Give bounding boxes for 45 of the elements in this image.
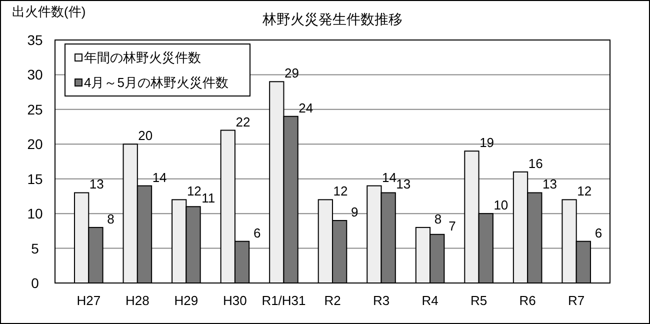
y-tick-label: 10 — [27, 206, 43, 222]
data-label: 16 — [528, 156, 543, 171]
data-label: 13 — [542, 176, 557, 192]
data-label: 8 — [434, 211, 442, 226]
y-tick-label: 35 — [27, 32, 43, 48]
data-label: 12 — [577, 184, 592, 199]
data-label: 6 — [594, 225, 602, 240]
x-tick-label: R2 — [324, 293, 341, 308]
data-label: 12 — [186, 184, 202, 199]
data-label: 8 — [107, 211, 114, 226]
x-tick-label: R7 — [568, 293, 585, 308]
data-label: 13 — [89, 176, 104, 192]
data-label: 12 — [333, 184, 348, 199]
y-tick-label: 25 — [27, 101, 43, 118]
x-tick-label: H29 — [174, 293, 198, 308]
data-label: 24 — [298, 100, 314, 116]
data-label: 6 — [253, 225, 261, 240]
data-label: 29 — [284, 66, 299, 81]
y-tick-label: 5 — [31, 240, 40, 256]
x-tick-label: R6 — [519, 293, 536, 308]
y-axis-title: 出火件数(件) — [12, 4, 86, 19]
data-label: 7 — [448, 218, 456, 234]
y-tick-label: 0 — [31, 275, 40, 291]
data-label: 10 — [494, 198, 508, 213]
y-tick-label: 20 — [27, 136, 43, 152]
legend-label: 4月～5月の林野火災件数 — [84, 75, 228, 90]
x-tick-label: R3 — [372, 293, 390, 308]
data-label: 9 — [351, 204, 358, 220]
y-tick-label: 15 — [27, 170, 43, 187]
x-tick-label: H30 — [223, 293, 247, 308]
x-tick-label: H27 — [76, 293, 101, 308]
data-label: 19 — [480, 135, 494, 150]
data-label: 11 — [202, 190, 216, 206]
data-label: 22 — [236, 114, 250, 130]
x-tick-label: R1/H31 — [262, 293, 306, 308]
data-label: 13 — [396, 176, 411, 192]
chart-title: 林野火災発生件数推移 — [262, 11, 402, 27]
x-tick-label: R5 — [470, 293, 488, 308]
x-tick-label: H28 — [125, 293, 150, 308]
x-tick-label: R4 — [422, 293, 438, 308]
data-label: 14 — [152, 170, 167, 185]
legend-label: 年間の林野火災件数 — [84, 50, 201, 65]
y-tick-label: 30 — [27, 66, 43, 83]
data-label: 14 — [382, 170, 397, 185]
data-label: 20 — [138, 128, 153, 144]
